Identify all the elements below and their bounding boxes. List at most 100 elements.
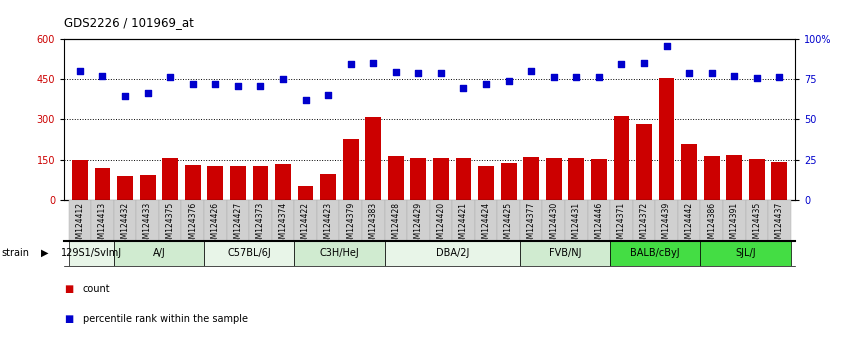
- Text: BALB/cByJ: BALB/cByJ: [630, 248, 680, 258]
- Point: [524, 68, 538, 74]
- Point: [457, 85, 470, 91]
- Bar: [456, 158, 471, 200]
- Bar: [185, 165, 201, 200]
- Text: SJL/J: SJL/J: [735, 248, 756, 258]
- Point: [73, 68, 86, 74]
- Bar: [433, 158, 449, 200]
- Point: [728, 73, 741, 79]
- Point: [298, 97, 312, 103]
- FancyBboxPatch shape: [746, 200, 768, 241]
- Point: [321, 92, 335, 98]
- Text: GSM124423: GSM124423: [323, 202, 333, 248]
- FancyBboxPatch shape: [159, 200, 181, 241]
- Text: GSM124430: GSM124430: [549, 202, 558, 248]
- Point: [96, 73, 109, 79]
- Text: FVB/NJ: FVB/NJ: [549, 248, 581, 258]
- Text: GSM124379: GSM124379: [346, 202, 355, 248]
- FancyBboxPatch shape: [452, 200, 475, 241]
- Point: [186, 81, 199, 87]
- Point: [163, 74, 177, 79]
- FancyBboxPatch shape: [700, 200, 723, 241]
- FancyBboxPatch shape: [587, 200, 610, 241]
- Text: GSM124421: GSM124421: [459, 202, 468, 248]
- Point: [547, 74, 561, 80]
- Text: C57BL/6J: C57BL/6J: [227, 248, 271, 258]
- Text: GSM124412: GSM124412: [75, 202, 85, 248]
- Point: [118, 93, 132, 99]
- Point: [637, 60, 651, 66]
- Text: GSM124420: GSM124420: [436, 202, 445, 248]
- Point: [502, 79, 516, 84]
- Bar: [727, 155, 742, 200]
- Text: GSM124425: GSM124425: [504, 202, 513, 248]
- Text: GSM124374: GSM124374: [279, 202, 287, 248]
- Bar: [139, 175, 156, 200]
- FancyBboxPatch shape: [542, 200, 565, 241]
- Text: GSM124422: GSM124422: [301, 202, 310, 248]
- Text: GSM124413: GSM124413: [98, 202, 107, 248]
- FancyBboxPatch shape: [700, 241, 791, 266]
- Bar: [569, 158, 584, 200]
- Bar: [523, 156, 539, 200]
- Text: GSM124383: GSM124383: [369, 202, 378, 248]
- Point: [569, 74, 583, 79]
- FancyBboxPatch shape: [723, 200, 746, 241]
- Point: [389, 69, 403, 75]
- Text: GSM124427: GSM124427: [233, 202, 242, 248]
- Bar: [252, 166, 268, 200]
- Point: [231, 83, 245, 89]
- Point: [705, 70, 718, 76]
- Point: [276, 76, 290, 81]
- Bar: [95, 169, 110, 200]
- Point: [660, 43, 674, 49]
- FancyBboxPatch shape: [204, 200, 227, 241]
- FancyBboxPatch shape: [317, 200, 339, 241]
- Bar: [117, 176, 133, 200]
- FancyBboxPatch shape: [678, 200, 700, 241]
- Bar: [230, 166, 245, 200]
- FancyBboxPatch shape: [385, 200, 407, 241]
- FancyBboxPatch shape: [114, 241, 204, 266]
- Text: GSM124377: GSM124377: [527, 202, 536, 248]
- Point: [344, 61, 357, 67]
- FancyBboxPatch shape: [294, 200, 317, 241]
- Point: [592, 74, 605, 80]
- FancyBboxPatch shape: [362, 200, 385, 241]
- Text: ■: ■: [64, 284, 74, 293]
- Text: GSM124391: GSM124391: [729, 202, 739, 248]
- Text: GSM124437: GSM124437: [775, 202, 784, 248]
- Text: ■: ■: [64, 314, 74, 324]
- Bar: [771, 162, 787, 200]
- Bar: [275, 164, 291, 200]
- FancyBboxPatch shape: [249, 200, 272, 241]
- Text: GSM124435: GSM124435: [752, 202, 761, 248]
- Text: count: count: [83, 284, 110, 293]
- FancyBboxPatch shape: [114, 200, 136, 241]
- Text: DBA/2J: DBA/2J: [435, 248, 469, 258]
- Text: 129S1/SvImJ: 129S1/SvImJ: [61, 248, 121, 258]
- Bar: [614, 116, 629, 200]
- Bar: [208, 166, 223, 200]
- Text: GDS2226 / 101969_at: GDS2226 / 101969_at: [64, 16, 194, 29]
- Point: [773, 74, 787, 80]
- Text: ▶: ▶: [41, 248, 49, 258]
- FancyBboxPatch shape: [475, 200, 498, 241]
- Text: strain: strain: [2, 248, 30, 258]
- FancyBboxPatch shape: [339, 200, 362, 241]
- Text: GSM124431: GSM124431: [572, 202, 581, 248]
- FancyBboxPatch shape: [136, 200, 159, 241]
- Bar: [162, 158, 178, 200]
- Bar: [410, 158, 427, 200]
- FancyBboxPatch shape: [272, 200, 294, 241]
- FancyBboxPatch shape: [520, 200, 542, 241]
- Text: GSM124386: GSM124386: [707, 202, 716, 248]
- FancyBboxPatch shape: [227, 200, 249, 241]
- FancyBboxPatch shape: [68, 241, 114, 266]
- FancyBboxPatch shape: [520, 241, 610, 266]
- Text: GSM124439: GSM124439: [662, 202, 671, 248]
- Point: [254, 83, 268, 89]
- Bar: [704, 156, 720, 200]
- Bar: [478, 166, 494, 200]
- FancyBboxPatch shape: [294, 241, 385, 266]
- Text: C3H/HeJ: C3H/HeJ: [320, 248, 359, 258]
